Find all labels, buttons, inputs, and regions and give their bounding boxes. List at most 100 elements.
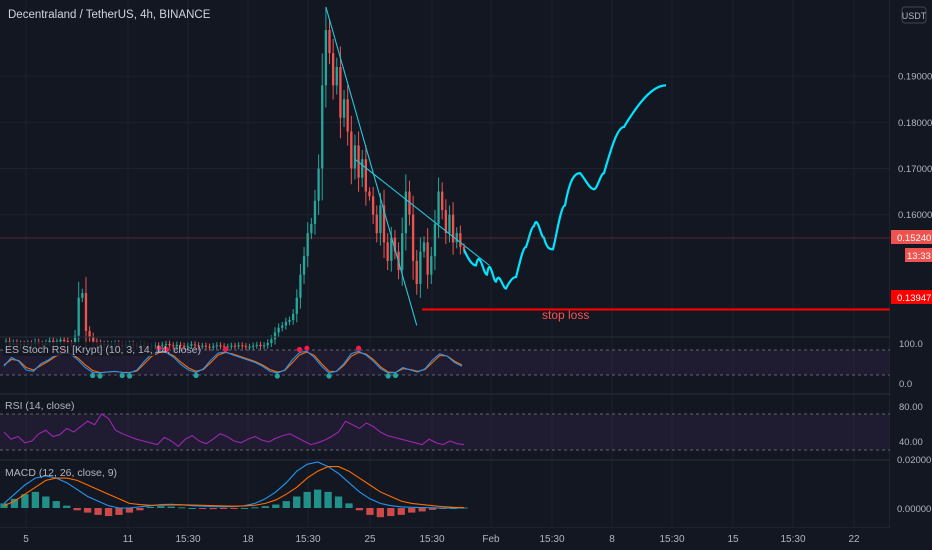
- candle-body[interactable]: [241, 345, 244, 347]
- candle-body[interactable]: [444, 210, 447, 234]
- candle-body[interactable]: [164, 343, 168, 345]
- candle-body[interactable]: [208, 346, 211, 348]
- candle-body[interactable]: [426, 242, 429, 275]
- projection-path[interactable]: [462, 84, 667, 290]
- candle-body[interactable]: [346, 99, 349, 132]
- candle-body[interactable]: [408, 191, 411, 215]
- candle-body[interactable]: [233, 345, 237, 347]
- trendline[interactable]: [354, 158, 490, 266]
- candle-body[interactable]: [459, 233, 462, 247]
- candle-body[interactable]: [291, 313, 295, 320]
- candle-body[interactable]: [175, 344, 179, 347]
- candle-body[interactable]: [204, 345, 208, 347]
- candle-body[interactable]: [422, 242, 426, 252]
- candle-body[interactable]: [81, 293, 84, 298]
- candle-body[interactable]: [430, 256, 433, 275]
- candle-body[interactable]: [382, 205, 386, 243]
- candle-body[interactable]: [328, 30, 331, 54]
- candle-body[interactable]: [371, 196, 375, 215]
- candle-body[interactable]: [161, 344, 164, 346]
- stoch-label[interactable]: ES Stoch RSI [Krypt] (10, 3, 14, 14, clo…: [5, 344, 201, 356]
- candle-body[interactable]: [201, 345, 204, 347]
- candle-body[interactable]: [190, 344, 193, 346]
- candle-body[interactable]: [252, 345, 255, 347]
- time-axis[interactable]: [0, 528, 932, 550]
- candle-body[interactable]: [88, 330, 91, 337]
- candle-body[interactable]: [244, 346, 248, 348]
- candle-body[interactable]: [310, 223, 313, 234]
- candle-body[interactable]: [393, 237, 397, 252]
- candle-body[interactable]: [186, 345, 189, 347]
- candle-body[interactable]: [415, 260, 418, 284]
- candle-body[interactable]: [262, 345, 266, 347]
- candle-body[interactable]: [419, 251, 422, 284]
- candle-body[interactable]: [259, 344, 262, 347]
- candle-body[interactable]: [255, 344, 258, 346]
- candle-body[interactable]: [48, 340, 51, 344]
- candle-body[interactable]: [299, 274, 302, 298]
- candle-body[interactable]: [324, 30, 328, 86]
- trendlines[interactable]: [325, 6, 490, 326]
- candle-body[interactable]: [375, 214, 378, 234]
- rsi-label[interactable]: RSI (14, close): [5, 400, 74, 412]
- candle-body[interactable]: [59, 339, 62, 342]
- candle-body[interactable]: [266, 343, 269, 346]
- candle-body[interactable]: [52, 340, 55, 343]
- candle-body[interactable]: [313, 200, 317, 224]
- candle-body[interactable]: [248, 346, 251, 348]
- price-axis[interactable]: [890, 0, 932, 528]
- candle-body[interactable]: [197, 345, 200, 347]
- candle-body[interactable]: [321, 85, 324, 169]
- candle-body[interactable]: [437, 191, 440, 224]
- candle-body[interactable]: [350, 131, 353, 169]
- candle-body[interactable]: [462, 246, 466, 250]
- candle-body[interactable]: [390, 237, 393, 261]
- candle-body[interactable]: [182, 345, 186, 347]
- candle-body[interactable]: [361, 159, 364, 178]
- candle-body[interactable]: [451, 214, 455, 243]
- candle-body[interactable]: [353, 145, 357, 169]
- trendline[interactable]: [325, 6, 418, 326]
- candle-body[interactable]: [441, 191, 444, 211]
- candle-body[interactable]: [215, 345, 218, 347]
- candle-body[interactable]: [273, 332, 277, 340]
- candle-body[interactable]: [92, 337, 95, 342]
- candle-body[interactable]: [73, 335, 77, 344]
- candle-body[interactable]: [277, 327, 280, 333]
- candle-body[interactable]: [193, 344, 197, 346]
- candle-body[interactable]: [317, 168, 320, 201]
- candle-body[interactable]: [379, 205, 382, 234]
- candle-body[interactable]: [284, 321, 288, 326]
- macd-label[interactable]: MACD (12, 26, close, 9): [5, 467, 117, 479]
- candle-body[interactable]: [306, 233, 309, 257]
- candle-body[interactable]: [222, 346, 226, 348]
- candle-body[interactable]: [335, 66, 338, 86]
- candle-body[interactable]: [179, 344, 182, 346]
- candle-body[interactable]: [168, 343, 171, 346]
- currency-button[interactable]: USDT: [901, 6, 927, 24]
- candle-body[interactable]: [270, 339, 273, 344]
- candle-body[interactable]: [288, 319, 291, 322]
- candle-body[interactable]: [230, 345, 233, 347]
- candle-body[interactable]: [404, 191, 408, 234]
- candle-body[interactable]: [219, 345, 222, 347]
- candle-body[interactable]: [302, 256, 306, 275]
- candle-body[interactable]: [401, 233, 404, 271]
- candle-body[interactable]: [281, 325, 284, 328]
- candle-body[interactable]: [84, 293, 88, 331]
- candle-body[interactable]: [364, 159, 368, 192]
- candle-body[interactable]: [368, 191, 371, 197]
- candle-body[interactable]: [226, 346, 229, 348]
- candle-body[interactable]: [448, 214, 451, 234]
- candle-body[interactable]: [77, 297, 80, 336]
- candle-body[interactable]: [62, 339, 66, 342]
- candle-body[interactable]: [212, 346, 215, 348]
- candle-body[interactable]: [331, 53, 335, 86]
- candle-body[interactable]: [295, 297, 298, 314]
- candle-body[interactable]: [237, 345, 240, 347]
- candle-body[interactable]: [386, 242, 389, 261]
- candle-body[interactable]: [433, 223, 437, 257]
- candle-body[interactable]: [339, 66, 342, 118]
- candle-body[interactable]: [153, 345, 157, 347]
- candle-body[interactable]: [172, 345, 175, 347]
